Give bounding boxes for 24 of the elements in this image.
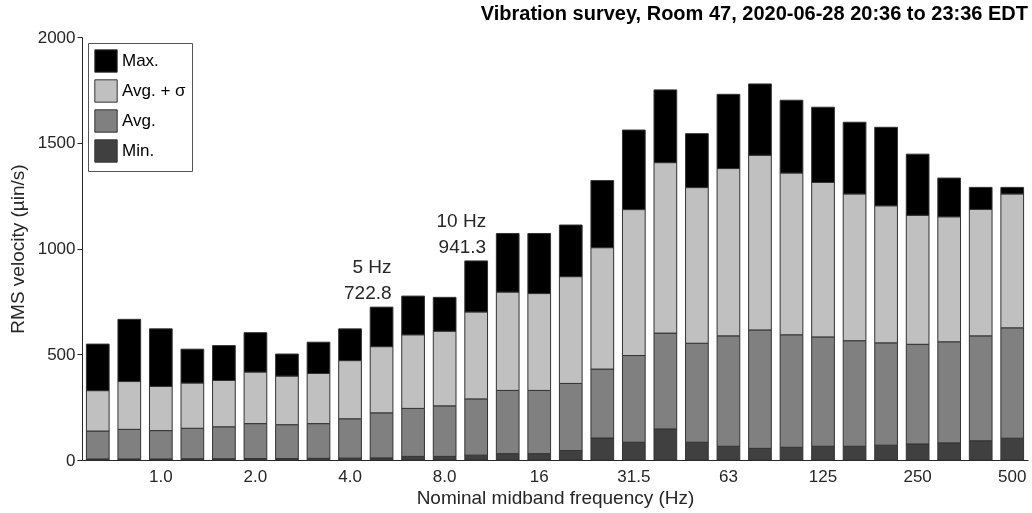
y-tick-label: 0: [66, 450, 76, 470]
x-tick-label: 8.0: [432, 466, 457, 486]
x-tick-label: 63: [718, 466, 738, 486]
total-label: 5 Hz 722.8: [344, 256, 392, 304]
y-tick-label: 1500: [37, 133, 76, 153]
x-tick-label: 250: [903, 466, 932, 486]
y-axis-title: RMS velocity (µin/s): [6, 164, 28, 334]
x-axis-title: Nominal midband frequency (Hz): [416, 486, 695, 508]
x-tick-label: 2.0: [243, 466, 268, 486]
y-tick-label: 500: [47, 344, 76, 364]
x-tick-label: 125: [808, 466, 838, 486]
x-tick-label: 1.0: [149, 466, 173, 486]
chart-title: Vibration survey, Room 47, 2020-06-28 20:36 to 23:36 EDT: [480, 2, 1028, 24]
x-tick-label: 500: [998, 466, 1027, 486]
y-tick-label: 2000: [37, 27, 76, 47]
legend-label: Avg. + σ: [122, 81, 187, 100]
y-tick-label: 1000: [37, 239, 76, 258]
legend-label: Min.: [122, 141, 155, 160]
total-label: 10 Hz 941.3: [436, 209, 487, 257]
x-tick-label: 16: [529, 466, 549, 486]
x-tick-label: 31.5: [617, 466, 651, 486]
x-tick-label: 4.0: [338, 466, 362, 486]
legend-label: Max.: [122, 51, 159, 70]
legend-label: Avg.: [122, 111, 156, 130]
